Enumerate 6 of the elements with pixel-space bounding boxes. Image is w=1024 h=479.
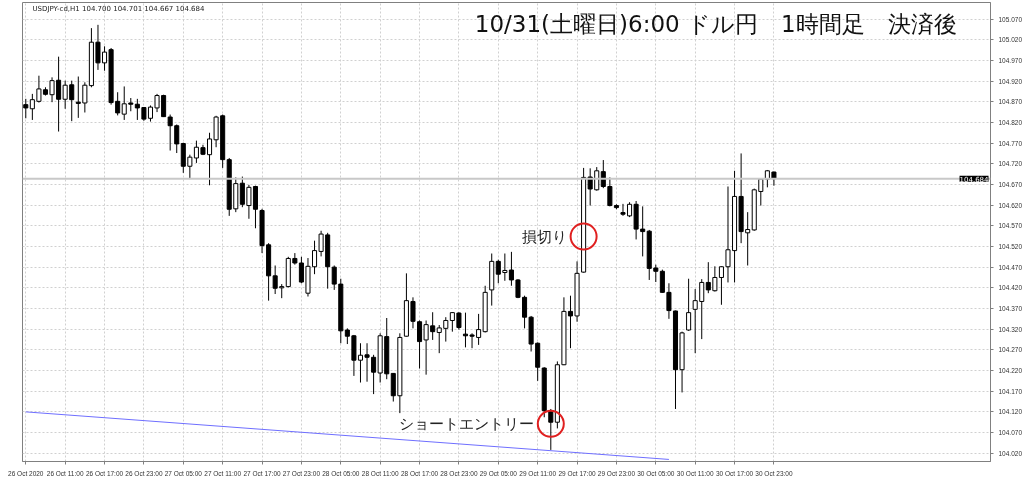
annotation: ショートエントリー: [398, 414, 534, 433]
candlestick: [640, 205, 646, 257]
chart-title: 10/31(土曜日)6:00 ドル円 1時間足 決済後: [474, 10, 957, 37]
annotation: 損切り: [521, 227, 567, 246]
candlestick: [686, 278, 692, 332]
candlestick: [23, 98, 29, 119]
